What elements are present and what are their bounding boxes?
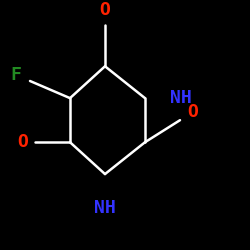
Text: NH: NH (94, 198, 116, 216)
Text: F: F (10, 66, 22, 84)
Text: O: O (187, 104, 198, 122)
Text: O: O (17, 133, 28, 151)
Text: NH: NH (170, 89, 192, 107)
Text: O: O (100, 1, 110, 19)
